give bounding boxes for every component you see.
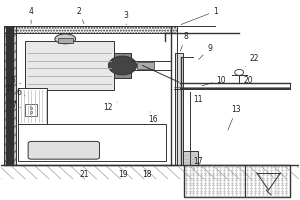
Text: 17: 17 (193, 157, 202, 169)
Text: 6: 6 (17, 88, 25, 97)
Text: 12: 12 (103, 102, 117, 112)
Bar (136, 62, 154, 69)
Ellipse shape (55, 34, 76, 44)
Bar (184, 165, 290, 197)
Text: 11: 11 (189, 96, 202, 104)
Bar (114, 53, 131, 78)
Text: 9: 9 (199, 44, 212, 60)
Text: 4: 4 (29, 7, 34, 24)
Text: 3: 3 (124, 11, 129, 25)
FancyBboxPatch shape (28, 141, 100, 159)
Circle shape (108, 56, 136, 75)
Bar (25, 104, 37, 116)
Text: 20: 20 (239, 76, 253, 85)
Text: 21: 21 (80, 166, 90, 179)
Text: 10: 10 (202, 76, 226, 86)
Text: 5: 5 (11, 76, 21, 85)
Circle shape (235, 69, 244, 75)
Text: 8: 8 (180, 32, 188, 51)
Bar (183, 151, 198, 165)
Bar (4, 27, 16, 165)
Text: 7: 7 (11, 101, 21, 110)
Text: 16: 16 (148, 112, 158, 124)
Text: 18: 18 (142, 170, 152, 179)
Bar (4, 26, 177, 33)
Text: 2: 2 (76, 7, 84, 24)
Text: p: p (29, 110, 33, 115)
Bar (18, 124, 166, 161)
Text: 13: 13 (228, 105, 241, 130)
Text: 22: 22 (245, 54, 259, 66)
Bar (18, 88, 47, 124)
Bar (58, 38, 73, 43)
Text: 1: 1 (181, 7, 218, 25)
Text: 15: 15 (5, 84, 19, 93)
Text: b: b (29, 106, 33, 111)
Text: 19: 19 (118, 167, 128, 179)
Bar (175, 53, 183, 165)
Bar (25, 41, 114, 90)
